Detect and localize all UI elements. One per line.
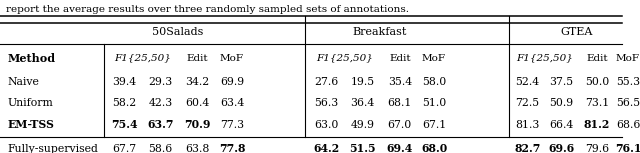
Text: 75.4: 75.4 xyxy=(111,119,138,130)
Text: 81.2: 81.2 xyxy=(584,119,610,130)
Text: 60.4: 60.4 xyxy=(186,98,210,108)
Text: 77.3: 77.3 xyxy=(220,120,244,130)
Text: 58.6: 58.6 xyxy=(148,144,173,153)
Text: 50.0: 50.0 xyxy=(585,77,609,87)
Text: 58.0: 58.0 xyxy=(422,77,446,87)
Text: 50Salads: 50Salads xyxy=(152,27,203,37)
Text: 51.0: 51.0 xyxy=(422,98,446,108)
Text: 63.4: 63.4 xyxy=(220,98,244,108)
Text: Method: Method xyxy=(8,53,56,63)
Text: GTEA: GTEA xyxy=(561,27,593,37)
Text: F1{25,50}: F1{25,50} xyxy=(114,54,171,63)
Text: 70.9: 70.9 xyxy=(184,119,211,130)
Text: EM-TSS: EM-TSS xyxy=(8,119,54,130)
Text: Breakfast: Breakfast xyxy=(352,27,406,37)
Text: 50.9: 50.9 xyxy=(549,98,573,108)
Text: Fully-supervised: Fully-supervised xyxy=(8,144,99,153)
Text: report the average results over three randomly sampled sets of annotations.: report the average results over three ra… xyxy=(6,5,410,14)
Text: 52.4: 52.4 xyxy=(515,77,540,87)
Text: 77.8: 77.8 xyxy=(219,143,245,153)
Text: 67.7: 67.7 xyxy=(112,144,136,153)
Text: 49.9: 49.9 xyxy=(351,120,374,130)
Text: MoF: MoF xyxy=(422,54,446,63)
Text: 67.0: 67.0 xyxy=(388,120,412,130)
Text: 72.5: 72.5 xyxy=(515,98,540,108)
Text: 29.3: 29.3 xyxy=(148,77,173,87)
Text: 35.4: 35.4 xyxy=(388,77,412,87)
Text: Edit: Edit xyxy=(187,54,209,63)
Text: 69.4: 69.4 xyxy=(387,143,413,153)
Text: 68.1: 68.1 xyxy=(388,98,412,108)
Text: 37.5: 37.5 xyxy=(549,77,573,87)
Text: MoF: MoF xyxy=(616,54,640,63)
Text: 56.3: 56.3 xyxy=(314,98,339,108)
Text: 56.5: 56.5 xyxy=(616,98,640,108)
Text: 66.4: 66.4 xyxy=(549,120,573,130)
Text: 42.3: 42.3 xyxy=(148,98,173,108)
Text: 73.1: 73.1 xyxy=(585,98,609,108)
Text: 63.7: 63.7 xyxy=(147,119,173,130)
Text: 19.5: 19.5 xyxy=(351,77,374,87)
Text: 79.6: 79.6 xyxy=(585,144,609,153)
Text: 34.2: 34.2 xyxy=(186,77,210,87)
Text: F1{25,50}: F1{25,50} xyxy=(516,54,573,63)
Text: 63.8: 63.8 xyxy=(186,144,210,153)
Text: MoF: MoF xyxy=(220,54,244,63)
Text: Edit: Edit xyxy=(586,54,608,63)
Text: 51.5: 51.5 xyxy=(349,143,376,153)
Text: 58.2: 58.2 xyxy=(112,98,136,108)
Text: 27.6: 27.6 xyxy=(314,77,339,87)
Text: 81.3: 81.3 xyxy=(515,120,540,130)
Text: 68.6: 68.6 xyxy=(616,120,640,130)
Text: 76.1: 76.1 xyxy=(615,143,640,153)
Text: 55.3: 55.3 xyxy=(616,77,640,87)
Text: 82.7: 82.7 xyxy=(514,143,540,153)
Text: 69.9: 69.9 xyxy=(220,77,244,87)
Text: 67.1: 67.1 xyxy=(422,120,446,130)
Text: 36.4: 36.4 xyxy=(350,98,374,108)
Text: 39.4: 39.4 xyxy=(112,77,136,87)
Text: Edit: Edit xyxy=(389,54,411,63)
Text: 69.6: 69.6 xyxy=(548,143,575,153)
Text: 64.2: 64.2 xyxy=(314,143,340,153)
Text: 63.0: 63.0 xyxy=(314,120,339,130)
Text: 68.0: 68.0 xyxy=(421,143,447,153)
Text: Uniform: Uniform xyxy=(8,98,53,108)
Text: Naive: Naive xyxy=(8,77,39,87)
Text: F1{25,50}: F1{25,50} xyxy=(316,54,373,63)
